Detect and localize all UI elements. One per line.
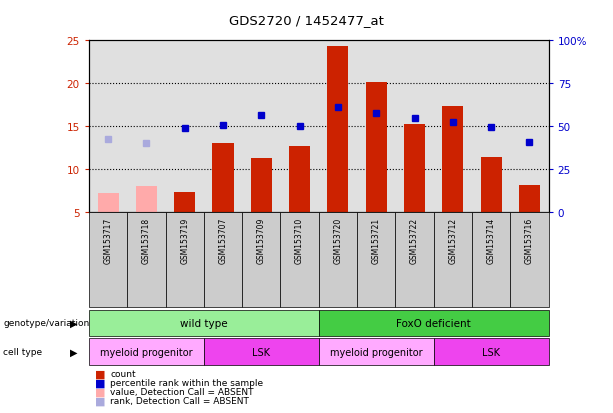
Text: rank, Detection Call = ABSENT: rank, Detection Call = ABSENT (110, 396, 249, 406)
Bar (174, 193, 195, 213)
Bar (136, 187, 157, 213)
Bar (289, 147, 310, 213)
Text: GSM153720: GSM153720 (333, 217, 343, 263)
Text: LSK: LSK (253, 347, 270, 357)
Text: ▶: ▶ (70, 347, 77, 357)
Text: ■: ■ (95, 387, 105, 397)
Bar (519, 185, 540, 213)
Text: genotype/variation: genotype/variation (3, 319, 89, 328)
Text: wild type: wild type (180, 318, 227, 328)
Text: ■: ■ (95, 378, 105, 388)
Text: value, Detection Call = ABSENT: value, Detection Call = ABSENT (110, 387, 254, 396)
Text: GSM153721: GSM153721 (371, 217, 381, 263)
Text: ■: ■ (95, 396, 105, 406)
Text: GSM153712: GSM153712 (448, 217, 457, 263)
Text: GSM153707: GSM153707 (218, 217, 227, 264)
Bar (327, 47, 348, 213)
Bar (481, 158, 501, 213)
Text: GSM153716: GSM153716 (525, 217, 534, 263)
Bar (404, 124, 425, 213)
Text: percentile rank within the sample: percentile rank within the sample (110, 378, 264, 387)
Text: GSM153709: GSM153709 (257, 217, 266, 264)
Text: myeloid progenitor: myeloid progenitor (330, 347, 422, 357)
Bar (251, 159, 272, 213)
Text: ■: ■ (95, 369, 105, 379)
Text: GSM153718: GSM153718 (142, 217, 151, 263)
Bar (443, 107, 463, 213)
Bar (213, 144, 234, 213)
Text: ▶: ▶ (70, 318, 77, 328)
Text: cell type: cell type (3, 348, 42, 356)
Text: GSM153717: GSM153717 (104, 217, 113, 263)
Text: FoxO deficient: FoxO deficient (397, 318, 471, 328)
Text: GSM153710: GSM153710 (295, 217, 304, 263)
Text: GDS2720 / 1452477_at: GDS2720 / 1452477_at (229, 14, 384, 27)
Bar (97, 194, 118, 213)
Text: GSM153719: GSM153719 (180, 217, 189, 263)
Bar (366, 83, 387, 213)
Text: myeloid progenitor: myeloid progenitor (100, 347, 192, 357)
Text: count: count (110, 369, 136, 378)
Text: GSM153722: GSM153722 (410, 217, 419, 263)
Text: LSK: LSK (482, 347, 500, 357)
Text: GSM153714: GSM153714 (487, 217, 496, 263)
